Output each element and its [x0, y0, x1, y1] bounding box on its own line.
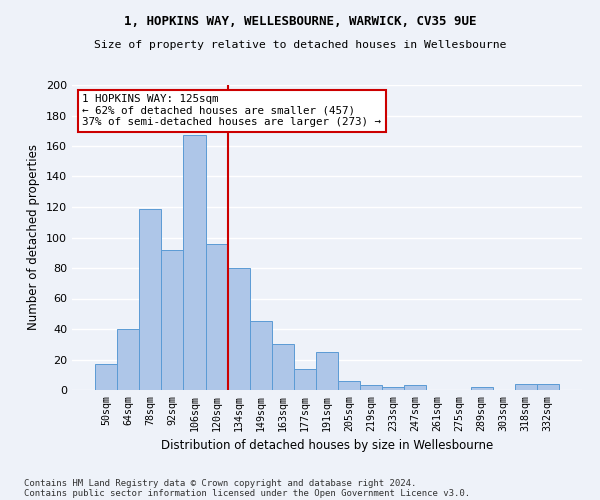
Bar	[206, 244, 227, 390]
Bar	[184, 136, 206, 390]
Text: 1 HOPKINS WAY: 125sqm
← 62% of detached houses are smaller (457)
37% of semi-det: 1 HOPKINS WAY: 125sqm ← 62% of detached …	[82, 94, 381, 128]
Bar	[139, 208, 161, 390]
Text: 1, HOPKINS WAY, WELLESBOURNE, WARWICK, CV35 9UE: 1, HOPKINS WAY, WELLESBOURNE, WARWICK, C…	[124, 15, 476, 28]
Bar	[515, 384, 537, 390]
Bar	[382, 387, 404, 390]
Bar	[360, 386, 382, 390]
Bar	[95, 364, 117, 390]
Bar	[537, 384, 559, 390]
Bar	[470, 387, 493, 390]
Bar	[117, 329, 139, 390]
Text: Size of property relative to detached houses in Wellesbourne: Size of property relative to detached ho…	[94, 40, 506, 50]
Bar	[316, 352, 338, 390]
X-axis label: Distribution of detached houses by size in Wellesbourne: Distribution of detached houses by size …	[161, 439, 493, 452]
Bar	[272, 344, 294, 390]
Text: Contains HM Land Registry data © Crown copyright and database right 2024.: Contains HM Land Registry data © Crown c…	[24, 478, 416, 488]
Bar	[227, 268, 250, 390]
Y-axis label: Number of detached properties: Number of detached properties	[28, 144, 40, 330]
Bar	[250, 322, 272, 390]
Bar	[294, 368, 316, 390]
Bar	[338, 381, 360, 390]
Bar	[161, 250, 184, 390]
Bar	[404, 386, 427, 390]
Text: Contains public sector information licensed under the Open Government Licence v3: Contains public sector information licen…	[24, 488, 470, 498]
